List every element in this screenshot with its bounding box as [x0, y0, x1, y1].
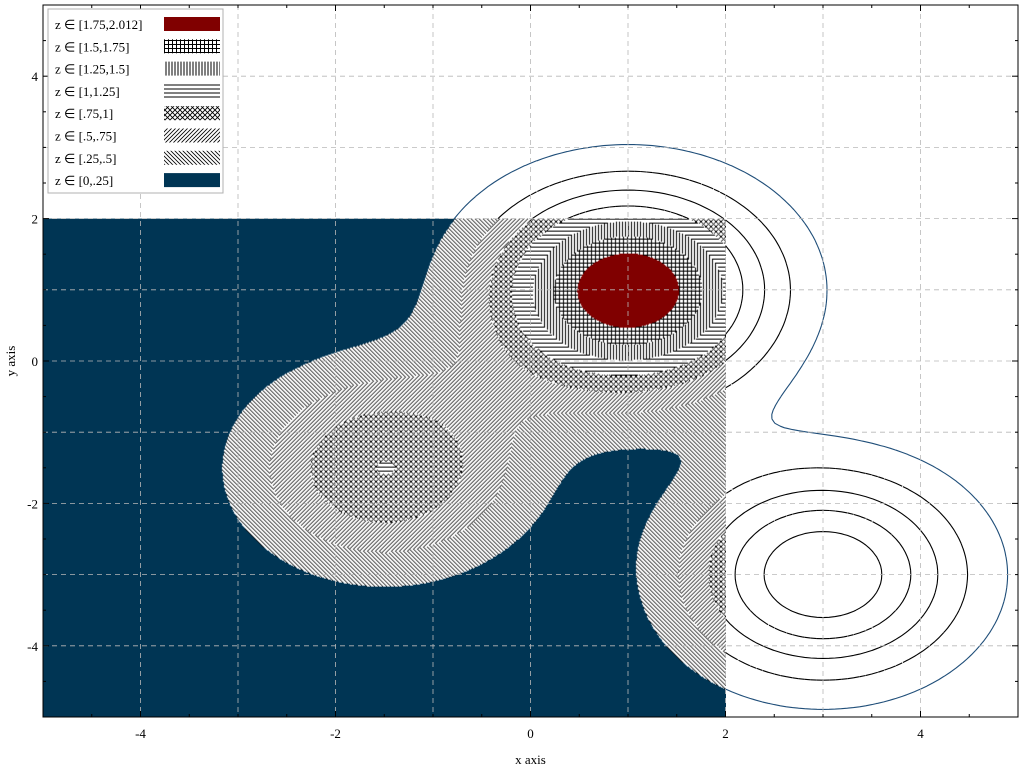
legend-swatch [164, 83, 220, 98]
x-tick-label: 0 [527, 726, 534, 741]
legend-item: z ∈ [1.25,1.5] [55, 61, 220, 77]
legend-item: z ∈ [.75,1] [55, 106, 220, 121]
legend: z ∈ [1.75,2.012] z ∈ [1.5,1.75] z ∈ [1.25,… [47, 8, 224, 194]
contour-line-1 [567, 205, 912, 640]
legend-item: z ∈ [0,.25] [55, 173, 220, 188]
legend-label: z ∈ [0,.25] [55, 173, 113, 188]
y-tick-label: 2 [32, 212, 39, 227]
y-axis-title: y axis [3, 346, 18, 377]
legend-label: z ∈ [.5,.75] [55, 129, 117, 144]
legend-item: z ∈ [.25,.5] [55, 150, 220, 166]
legend-label: z ∈ [1.5,1.75] [55, 39, 130, 54]
contour-line-0.75 [531, 189, 939, 659]
plot-area [43, 5, 1018, 717]
contour-line-0.25 [453, 143, 1009, 710]
legend-swatch [164, 17, 220, 31]
legend-swatch [164, 128, 220, 143]
axis-tick-labels: -4 -2 0 2 4 -4 -2 0 2 4 [27, 69, 924, 741]
legend-swatch [164, 39, 220, 54]
legend-item: z ∈ [1.75,2.012] [55, 17, 220, 32]
legend-label: z ∈ [.75,1] [55, 106, 113, 121]
x-tick-label: -4 [135, 726, 146, 741]
legend-label: z ∈ [.25,.5] [55, 151, 117, 166]
legend-swatch [164, 61, 220, 76]
legend-item: z ∈ [1.5,1.75] [55, 39, 220, 54]
y-tick-label: 4 [32, 69, 39, 84]
legend-item: z ∈ [1,1.25] [55, 83, 220, 99]
y-tick-label: -2 [27, 496, 38, 511]
legend-label: z ∈ [1.25,1.5] [55, 62, 130, 77]
y-tick-label: 0 [32, 354, 39, 369]
legend-item: z ∈ [.5,.75] [55, 128, 220, 144]
x-tick-label: -2 [330, 726, 341, 741]
contour-line-0.5 [497, 170, 969, 681]
grid-lines [43, 5, 1018, 717]
x-tick-label: 4 [917, 726, 924, 741]
filled-contours [43, 218, 726, 717]
x-axis-title: x axis [515, 752, 546, 767]
y-tick-label: -4 [27, 639, 38, 654]
legend-label: z ∈ [1,1.25] [55, 84, 120, 99]
axis-ticks [42, 4, 1019, 718]
filled-contour-region [43, 218, 726, 717]
legend-swatch [164, 150, 220, 165]
legend-swatch [164, 173, 220, 188]
legend-label: z ∈ [1.75,2.012] [55, 17, 143, 32]
legend-swatch [164, 106, 220, 121]
contour-line-1.25 [763, 531, 883, 619]
x-tick-label: 2 [722, 726, 729, 741]
line-contours [453, 143, 1009, 710]
